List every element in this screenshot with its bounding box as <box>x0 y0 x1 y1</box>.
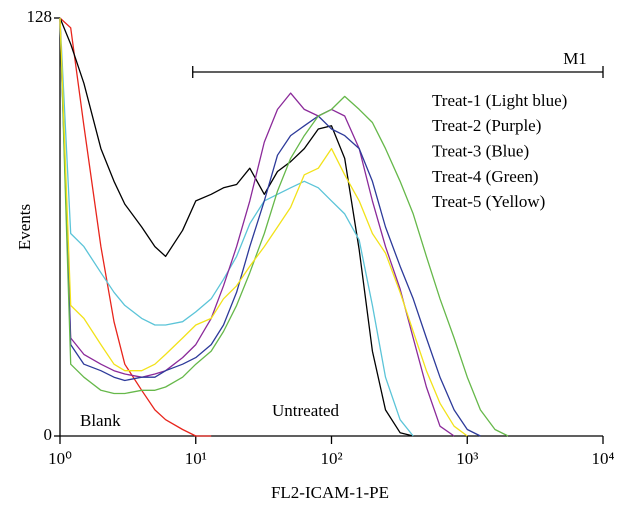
y-tick-label: 128 <box>27 7 53 26</box>
series-line <box>59 17 481 437</box>
x-tick-label: 10⁰ <box>48 449 72 468</box>
legend-entry: Treat-2 (Purple) <box>432 116 541 135</box>
x-tick-label: 10¹ <box>185 449 207 468</box>
series-line <box>59 17 212 437</box>
curve-label: Untreated <box>272 401 340 420</box>
marker-label: M1 <box>563 49 587 68</box>
curve-label: Blank <box>80 411 121 430</box>
y-tick-label: 0 <box>44 425 53 444</box>
legend-entry: Treat-1 (Light blue) <box>432 91 567 110</box>
y-axis-label: Events <box>15 204 34 250</box>
legend-entry: Treat-5 (Yellow) <box>432 192 545 211</box>
x-tick-label: 10² <box>320 449 342 468</box>
series-line <box>59 17 455 437</box>
marker-range <box>192 66 604 78</box>
series-line <box>59 17 414 437</box>
series-line <box>59 17 509 437</box>
series-line <box>59 17 468 437</box>
x-tick-label: 10⁴ <box>592 449 615 468</box>
x-tick-label: 10³ <box>456 449 478 468</box>
legend-entry: Treat-4 (Green) <box>432 167 539 186</box>
x-axis-label: FL2-ICAM-1-PE <box>271 483 389 502</box>
legend-entry: Treat-3 (Blue) <box>432 142 529 161</box>
series-line <box>59 17 414 437</box>
